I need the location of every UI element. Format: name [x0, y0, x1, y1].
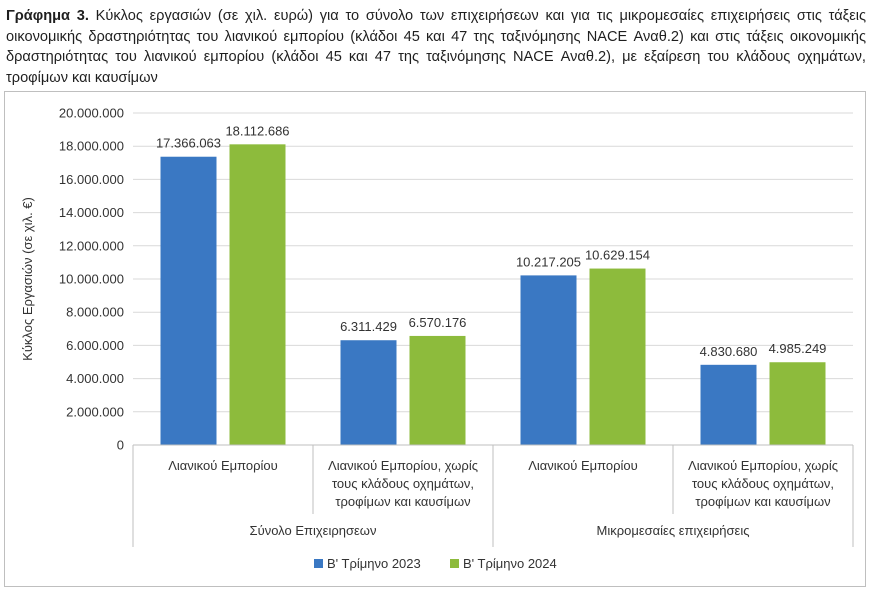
y-tick-label: 6.000.000 — [66, 338, 124, 353]
bar — [520, 275, 577, 445]
y-tick-label: 10.000.000 — [59, 272, 124, 287]
caption-label: Γράφημα 3. — [6, 8, 89, 24]
bar — [700, 364, 757, 445]
y-axis-label: Κύκλος Εργασιών (σε χιλ. €) — [20, 197, 35, 361]
bar-value-label: 6.570.176 — [409, 315, 467, 330]
bar-value-label: 6.311.429 — [340, 319, 397, 334]
bar — [769, 362, 826, 445]
y-tick-label: 8.000.000 — [66, 305, 124, 320]
chart-container: 0 2.000.000 4.000.000 6.000.000 8.000.000 10.… — [4, 91, 866, 587]
bar — [229, 144, 286, 445]
y-tick-label: 20.000.000 — [59, 106, 124, 121]
bar-value-label: 4.985.249 — [769, 341, 827, 356]
y-tick-label: 2.000.000 — [66, 404, 124, 419]
y-tick-label: 0 — [117, 438, 124, 453]
caption-text: Κύκλος εργασιών (σε χιλ. ευρώ) για το σύ… — [6, 8, 866, 86]
category-label: τροφίμων και καυσίμων — [695, 494, 830, 509]
group-label: Σύνολο Επιχειρησεων — [250, 523, 377, 538]
category-label: τους κλάδους οχημάτων, — [692, 476, 834, 491]
legend-label: Β' Τρίμηνο 2024 — [463, 556, 557, 571]
y-tick-label: 14.000.000 — [59, 205, 124, 220]
y-tick-label: 4.000.000 — [66, 371, 124, 386]
category-label: Λιανικού Εμπορίου, χωρίς — [328, 458, 478, 473]
bar — [409, 335, 466, 445]
y-tick-label: 12.000.000 — [59, 238, 124, 253]
group-label: Μικρομεσαίες επιχειρήσεις — [597, 523, 750, 538]
bar-value-label: 4.830.680 — [700, 344, 758, 359]
grouped-bar-chart: 0 2.000.000 4.000.000 6.000.000 8.000.000 10.… — [20, 106, 854, 571]
bar-value-label: 18.112.686 — [225, 123, 289, 138]
category-label: Λιανικού Εμπορίου, χωρίς — [688, 458, 838, 473]
bar — [160, 156, 217, 445]
bar — [340, 340, 397, 445]
bar-value-label: 10.629.154 — [585, 248, 650, 263]
category-label: τους κλάδους οχημάτων, — [332, 476, 474, 491]
legend-swatch — [450, 559, 459, 568]
chart-caption: Γράφημα 3. Κύκλος εργασιών (σε χιλ. ευρώ… — [6, 6, 866, 88]
category-label: τροφίμων και καυσίμων — [335, 494, 470, 509]
bar-value-label: 17.366.063 — [156, 136, 221, 151]
category-label: Λιανικού Εμπορίου — [168, 458, 278, 473]
bar — [589, 268, 646, 445]
bar-value-label: 10.217.205 — [516, 254, 581, 269]
category-label: Λιανικού Εμπορίου — [528, 458, 638, 473]
legend-label: Β' Τρίμηνο 2023 — [327, 556, 421, 571]
y-tick-label: 16.000.000 — [59, 172, 124, 187]
legend-swatch — [314, 559, 323, 568]
y-tick-label: 18.000.000 — [59, 139, 124, 154]
